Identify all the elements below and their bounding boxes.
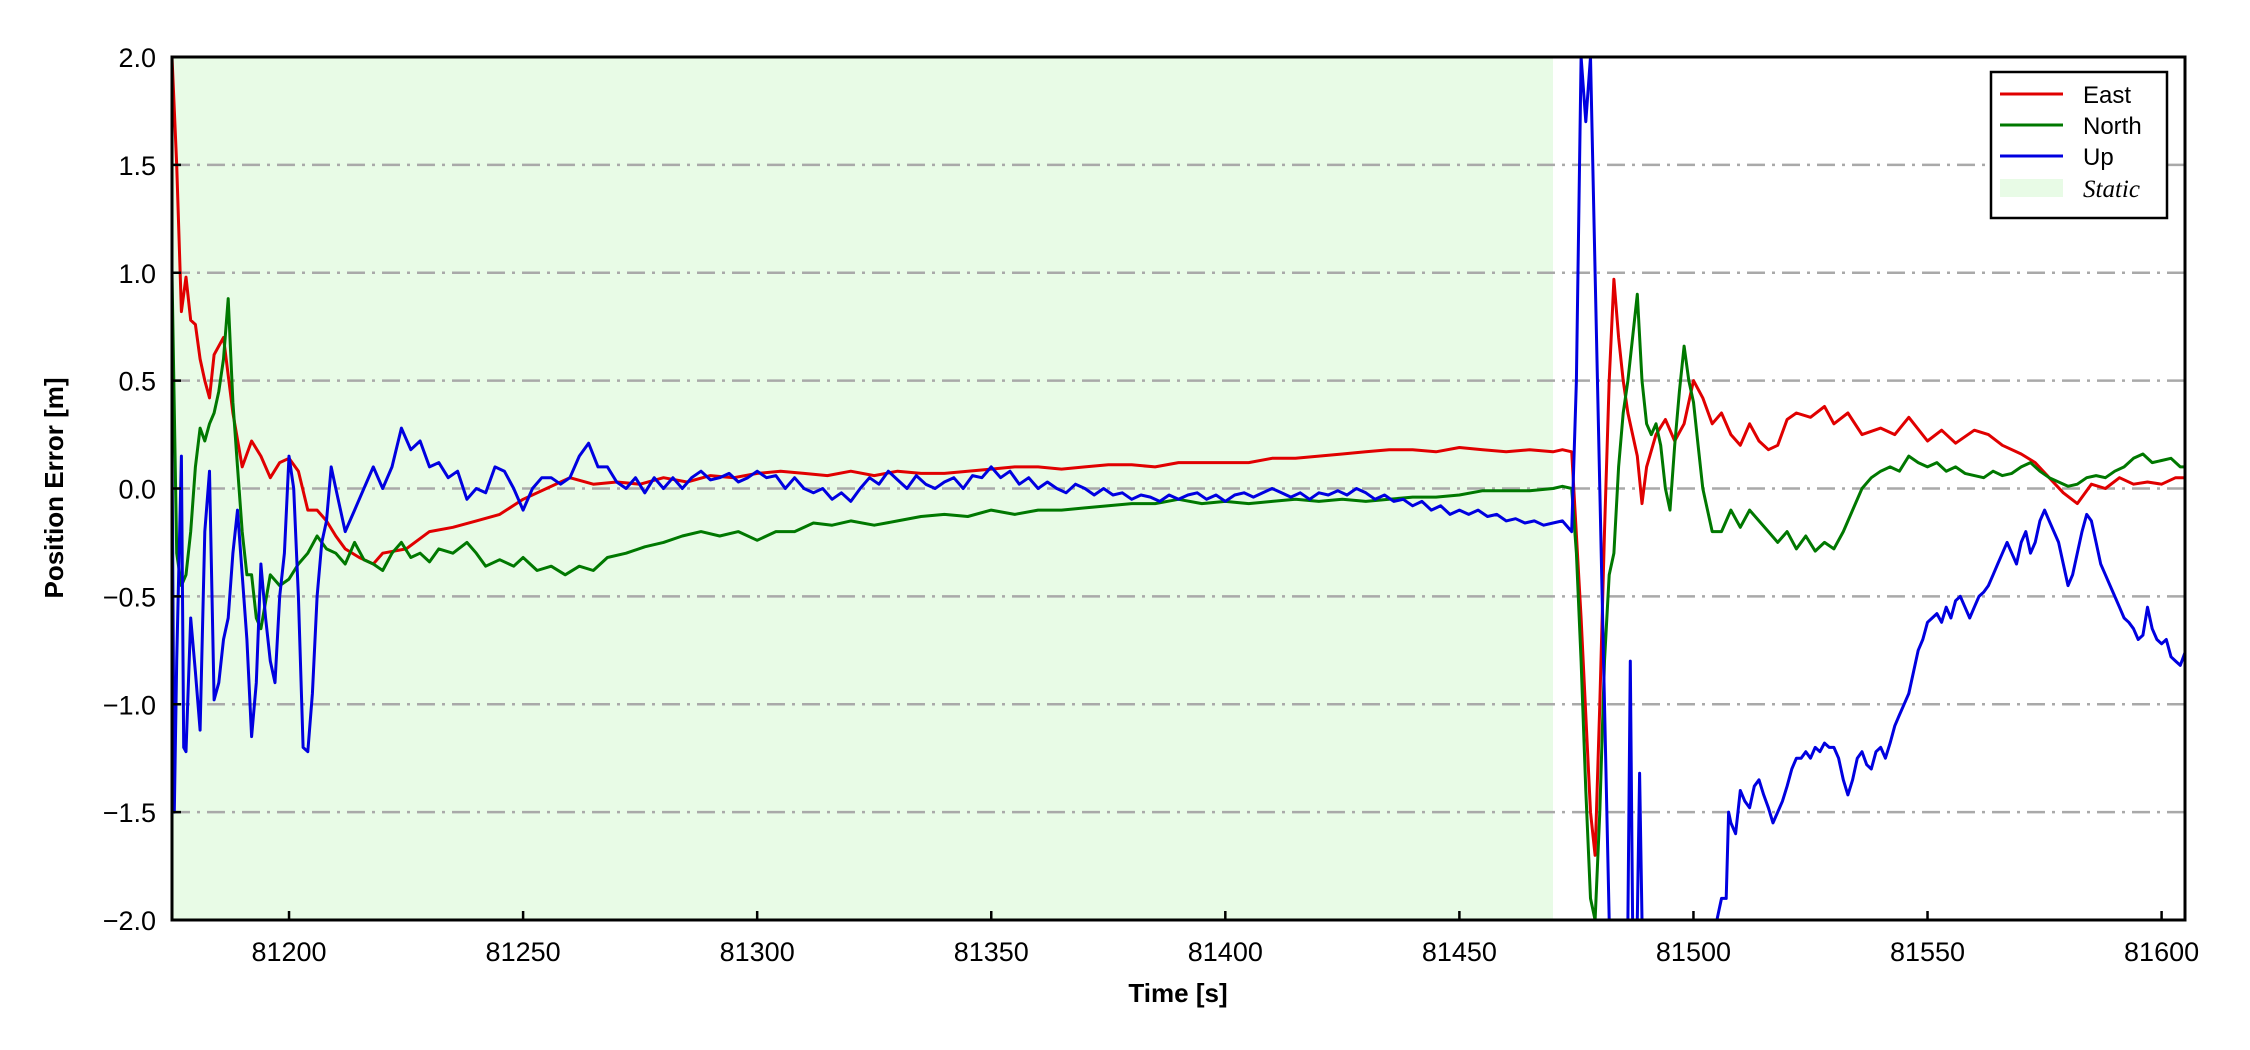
grid-layer (172, 163, 2185, 814)
series-line-east (172, 57, 2185, 857)
x-tick-label: 81600 (2124, 937, 2199, 967)
legend-label-up: Up (2083, 144, 2114, 171)
y-tick-label: 0.5 (118, 367, 156, 397)
x-tick-label: 81550 (1890, 937, 1965, 967)
legend-label-north: North (2083, 113, 2142, 140)
x-tick-label: 81250 (486, 937, 561, 967)
legend-patch-static (2000, 179, 2063, 197)
series-layer (172, 57, 2185, 920)
x-tick-label: 81350 (954, 937, 1029, 967)
y-tick-label: −1.0 (103, 690, 156, 720)
legend: East North Up Static (1989, 70, 2169, 220)
y-tick-label: −0.5 (103, 582, 156, 612)
y-tick-label: 2.0 (118, 43, 156, 73)
x-tick-label: 81400 (1188, 937, 1263, 967)
x-axis-label: Time [s] (1128, 978, 1227, 1008)
x-tick-label: 81300 (720, 937, 795, 967)
tick-layer: 81200 81250 81300 81350 81400 81450 81500 81550… (103, 43, 2199, 967)
x-tick-label: 81200 (251, 937, 326, 967)
y-tick-label: −2.0 (103, 906, 156, 936)
x-tick-label: 81500 (1656, 937, 1731, 967)
y-tick-label: −1.5 (103, 798, 156, 828)
legend-label-east: East (2083, 82, 2131, 109)
y-tick-label: 1.0 (118, 259, 156, 289)
x-tick-label: 81450 (1422, 937, 1497, 967)
y-tick-label: 1.5 (118, 151, 156, 181)
y-axis-label: Position Error [m] (39, 377, 69, 598)
y-tick-label: 0.0 (118, 475, 156, 505)
series-line-up (172, 57, 2185, 920)
series-line-north (172, 272, 2185, 920)
legend-label-static: Static (2083, 176, 2140, 203)
